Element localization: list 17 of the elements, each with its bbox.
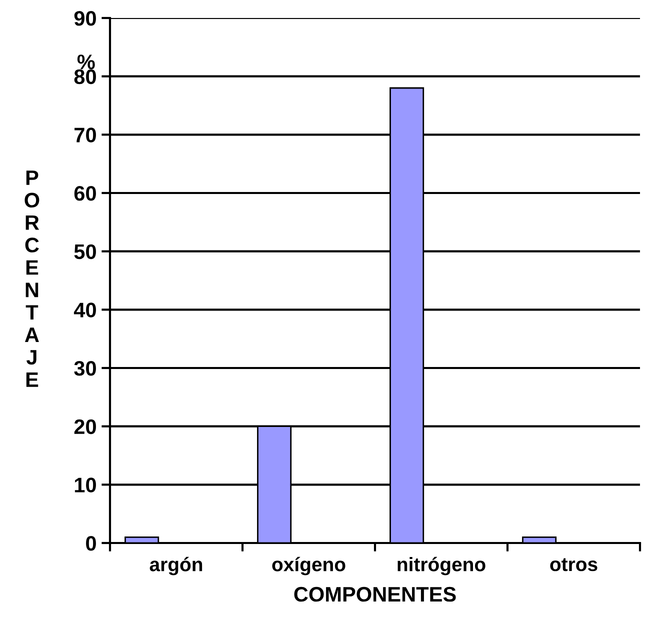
- y-tick-label: 10: [74, 478, 96, 492]
- y-tick-label: 0: [86, 536, 96, 551]
- y-tick-label: 80: [74, 69, 96, 84]
- x-tick-label: nitrógeno: [398, 556, 486, 576]
- x-axis-title: COMPONENTES: [294, 586, 456, 602]
- y-tick-label: 70: [74, 128, 96, 142]
- x-tick-label: argón: [150, 556, 202, 576]
- text: PORCENTAJE: [24, 170, 40, 387]
- y-tick-label: 90: [74, 11, 96, 26]
- x-tick-label: otros: [550, 558, 598, 572]
- y-tick-label: 20: [74, 419, 96, 434]
- text: %: [77, 54, 95, 70]
- y-tick-label: 50: [74, 244, 96, 260]
- y-tick-label: 30: [74, 361, 96, 376]
- y-tick-label: 60: [74, 186, 96, 201]
- x-tick-label: oxígeno: [272, 556, 346, 576]
- y-tick-label: 40: [74, 302, 96, 318]
